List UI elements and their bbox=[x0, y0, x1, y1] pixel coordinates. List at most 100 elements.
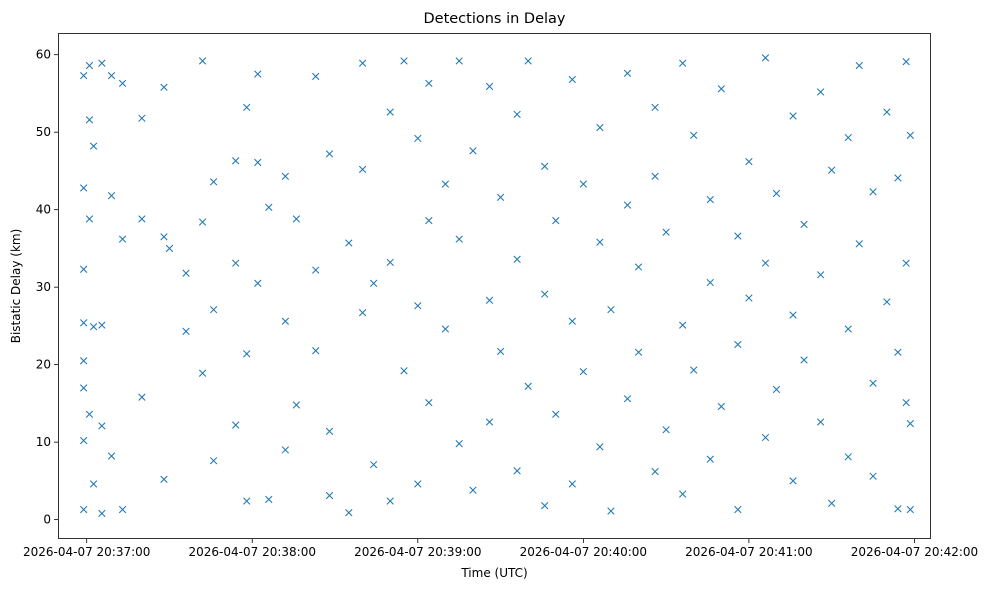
data-point bbox=[414, 134, 422, 143]
data-point bbox=[596, 238, 604, 246]
data-point bbox=[138, 215, 146, 223]
data-point bbox=[358, 165, 367, 174]
data-point bbox=[455, 57, 463, 65]
data-point bbox=[607, 305, 615, 314]
data-point bbox=[789, 112, 797, 120]
data-point bbox=[524, 57, 532, 65]
data-point bbox=[789, 311, 797, 319]
data-point bbox=[243, 350, 251, 358]
data-point bbox=[265, 495, 273, 504]
x-axis-label: Time (UTC) bbox=[460, 566, 527, 580]
data-point bbox=[596, 123, 604, 132]
data-point bbox=[281, 172, 290, 181]
data-point bbox=[107, 71, 116, 80]
data-point bbox=[541, 162, 549, 170]
data-point bbox=[455, 440, 463, 448]
data-point bbox=[98, 509, 106, 518]
data-point bbox=[118, 235, 127, 243]
data-point bbox=[513, 110, 521, 119]
data-points bbox=[79, 54, 914, 518]
data-point bbox=[281, 317, 290, 325]
y-tick-label: 0 bbox=[43, 513, 51, 527]
data-point bbox=[894, 174, 902, 182]
data-point bbox=[232, 421, 240, 429]
data-point bbox=[98, 422, 106, 430]
data-point bbox=[761, 259, 770, 267]
data-point bbox=[79, 505, 88, 514]
data-point bbox=[400, 367, 408, 375]
data-point bbox=[85, 215, 94, 223]
data-point bbox=[198, 57, 207, 65]
data-point bbox=[568, 480, 576, 488]
data-point bbox=[496, 347, 505, 356]
x-tick-label: 2026-04-07 20:38:00 bbox=[189, 545, 316, 559]
data-point bbox=[902, 57, 910, 66]
y-tick-label: 20 bbox=[36, 358, 51, 372]
data-point bbox=[902, 259, 910, 267]
data-point bbox=[89, 480, 98, 488]
data-point bbox=[312, 72, 320, 81]
data-point bbox=[679, 59, 687, 67]
data-point bbox=[906, 419, 914, 428]
data-point bbox=[414, 302, 422, 310]
data-point bbox=[292, 215, 301, 223]
data-point bbox=[85, 116, 94, 124]
data-point bbox=[455, 235, 463, 243]
data-point bbox=[79, 319, 88, 327]
data-point bbox=[623, 395, 632, 403]
data-point bbox=[651, 103, 659, 112]
x-tick-label: 2026-04-07 20:39:00 bbox=[354, 545, 481, 559]
data-point bbox=[198, 218, 207, 226]
data-point bbox=[552, 410, 560, 418]
y-tick-label: 60 bbox=[36, 48, 51, 62]
data-point bbox=[325, 491, 334, 500]
data-point bbox=[827, 166, 836, 174]
data-point bbox=[706, 455, 714, 463]
data-point bbox=[816, 88, 825, 96]
data-point bbox=[662, 228, 670, 236]
data-point bbox=[734, 232, 742, 240]
data-point bbox=[400, 57, 408, 65]
data-point bbox=[717, 85, 725, 93]
x-tick-label: 2026-04-07 20:42:00 bbox=[851, 545, 978, 559]
data-point bbox=[325, 150, 334, 158]
data-point bbox=[209, 178, 218, 186]
data-point bbox=[386, 108, 394, 116]
y-axis-label: Bistatic Delay (km) bbox=[9, 229, 23, 344]
x-tick-label: 2026-04-07 20:37:00 bbox=[23, 545, 150, 559]
axes-background bbox=[58, 33, 931, 539]
data-point bbox=[89, 142, 98, 150]
data-point bbox=[800, 356, 808, 364]
data-point bbox=[118, 79, 127, 88]
data-point bbox=[827, 499, 836, 508]
data-point bbox=[85, 410, 94, 418]
data-point bbox=[118, 505, 127, 514]
data-point bbox=[369, 460, 378, 469]
data-point bbox=[441, 325, 450, 333]
data-point bbox=[358, 309, 367, 317]
data-point bbox=[254, 70, 262, 78]
data-point bbox=[165, 244, 174, 253]
data-point bbox=[513, 467, 521, 475]
data-point bbox=[690, 366, 698, 374]
data-point bbox=[138, 114, 146, 122]
data-point bbox=[596, 443, 604, 451]
data-point bbox=[579, 180, 588, 188]
data-point bbox=[98, 321, 106, 329]
data-point bbox=[651, 172, 659, 181]
data-point bbox=[386, 497, 394, 505]
data-point bbox=[345, 239, 353, 247]
y-tick-label: 40 bbox=[36, 203, 51, 217]
data-point bbox=[883, 298, 891, 306]
data-point bbox=[706, 278, 714, 287]
data-point bbox=[568, 317, 576, 325]
data-point bbox=[894, 505, 902, 513]
data-point bbox=[107, 452, 116, 460]
data-point bbox=[79, 71, 88, 80]
data-point bbox=[623, 201, 632, 209]
data-point bbox=[772, 385, 781, 394]
data-point bbox=[902, 398, 910, 407]
data-point bbox=[358, 59, 367, 67]
data-point bbox=[734, 340, 742, 349]
data-point bbox=[524, 382, 532, 391]
